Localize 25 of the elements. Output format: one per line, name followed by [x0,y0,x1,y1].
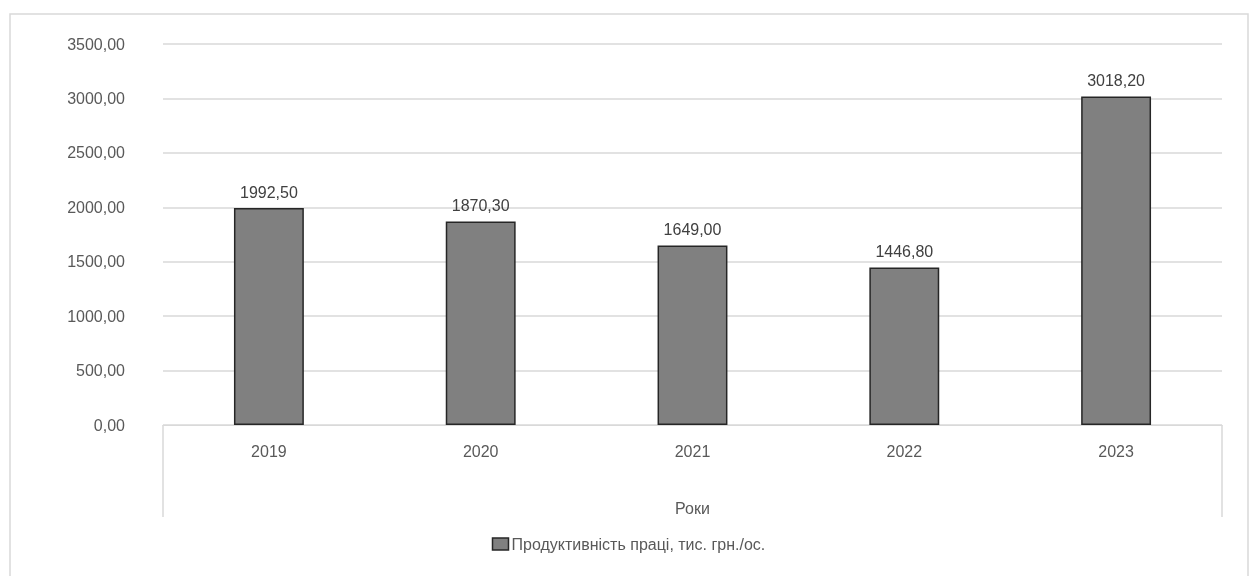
y-tick-label: 2500,00 [67,144,126,162]
data-label: 3018,20 [1087,71,1146,89]
y-tick-label: 3000,00 [67,89,126,107]
bar [1081,96,1152,425]
y-tick-label: 0,00 [93,416,126,434]
x-tick-label: 2021 [674,442,711,460]
bar [869,267,940,425]
data-label: 1446,80 [875,243,934,261]
bar [233,208,304,425]
bar [445,221,516,425]
x-tick-label: 2020 [462,442,499,460]
data-label: 1649,00 [663,220,722,238]
data-label: 1992,50 [239,183,298,201]
x-tick-label: 2023 [1098,442,1134,460]
x-axis-title: Роки [675,499,710,517]
y-tick-label: 1000,00 [67,307,126,325]
y-tick-label: 500,00 [76,362,126,380]
x-tick-label: 2022 [886,442,923,460]
y-tick-label: 2000,00 [67,198,126,216]
legend-label: Продуктивність праці, тис. грн./ос. [511,535,766,553]
data-label: 1870,30 [451,196,510,214]
y-tick-label: 3500,00 [67,35,126,53]
bar [657,245,728,425]
x-tick-label: 2019 [251,442,287,460]
y-tick-label: 1500,00 [67,253,126,271]
